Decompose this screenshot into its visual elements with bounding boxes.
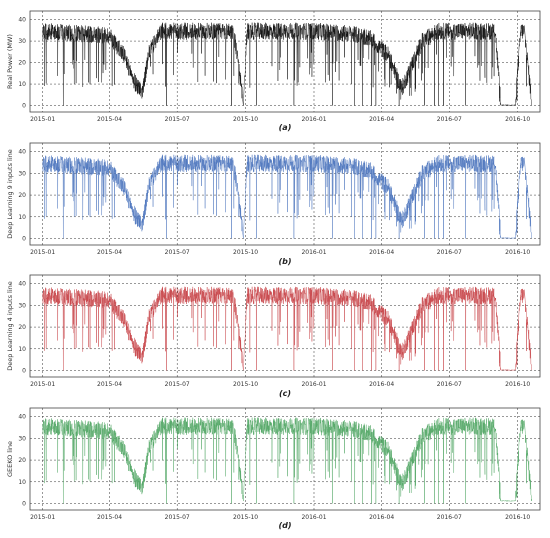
y-tick-label: 20 [18,457,26,464]
y-tick-label: 30 [18,170,26,177]
panel-caption: (c) [279,389,291,398]
panel-caption: (b) [278,257,291,266]
x-tick-label: 2015-01 [30,514,55,521]
x-tick-label: 2016-10 [505,514,530,521]
y-axis-label: Deep Learning 4 inputs line [6,281,14,371]
x-tick-label: 2015-07 [165,381,190,388]
y-tick-label: 0 [22,367,26,374]
x-tick-label: 2015-10 [233,249,258,256]
x-tick-label: 2015-04 [97,514,122,521]
y-tick-label: 30 [18,302,26,309]
y-tick-label: 0 [22,500,26,507]
y-tick-label: 30 [18,435,26,442]
y-axis-label: GEEKO line [6,441,14,477]
panel-3: 0 10 20 30 40 2015-01 2015-04 2015-07 2015-10 201… [6,274,541,398]
x-tick-label: 2016-04 [369,249,394,256]
y-tick-label: 20 [18,60,26,67]
y-tick-label: 10 [18,479,26,486]
x-tick-label: 2015-10 [233,514,258,521]
series-line [42,154,533,239]
x-tick-label: 2016-04 [369,381,394,388]
x-tick-label: 2016-04 [369,514,394,521]
x-tick-label: 2015-07 [165,249,190,256]
x-tick-label: 2016-10 [505,381,530,388]
y-tick-label: 40 [18,414,26,421]
y-axis-label: Deep Learning 9 inputs line [6,149,14,239]
x-tick-label: 2016-04 [369,116,394,123]
x-tick-label: 2016-01 [301,249,326,256]
x-tick-label: 2015-04 [97,116,122,123]
y-tick-label: 10 [18,214,26,221]
x-tick-label: 2016-07 [437,381,462,388]
y-tick-label: 40 [18,149,26,156]
x-tick-label: 2015-04 [97,249,122,256]
y-tick-label: 20 [18,192,26,199]
x-tick-label: 2015-07 [165,116,190,123]
x-tick-label: 2015-01 [30,249,55,256]
x-tick-label: 2016-10 [505,116,530,123]
y-tick-label: 40 [18,17,26,24]
x-tick-label: 2016-07 [437,116,462,123]
x-tick-label: 2016-07 [437,249,462,256]
series-line [42,417,533,504]
x-tick-label: 2016-01 [301,116,326,123]
series-line [42,22,533,106]
y-tick-label: 0 [22,235,26,242]
panel-4: 0 10 20 30 40 2015-01 2015-04 2015-07 2015-10 201… [6,407,541,530]
y-tick-label: 40 [18,281,26,288]
y-axis-label: Real Power (MW) [6,34,14,89]
x-tick-label: 2016-01 [301,514,326,521]
panel-caption: (a) [279,123,292,132]
x-tick-label: 2016-01 [301,381,326,388]
y-tick-label: 20 [18,324,26,331]
x-tick-label: 2015-07 [165,514,190,521]
x-tick-label: 2015-01 [30,381,55,388]
x-tick-label: 2015-01 [30,116,55,123]
y-tick-label: 30 [18,38,26,45]
panel-caption: (d) [278,521,291,530]
series-line [42,286,533,371]
x-tick-label: 2016-07 [437,514,462,521]
panel-1: 0 10 20 30 40 2015-01 2015-04 2015-07 2015-10 201… [6,10,541,132]
x-tick-label: 2015-04 [97,381,122,388]
x-tick-label: 2016-10 [505,249,530,256]
y-tick-label: 10 [18,81,26,88]
y-tick-label: 0 [22,103,26,110]
x-tick-label: 2015-10 [233,116,258,123]
x-tick-label: 2015-10 [233,381,258,388]
panel-2: 0 10 20 30 40 2015-01 2015-04 2015-07 2015-10 201… [6,142,541,266]
y-tick-label: 10 [18,346,26,353]
